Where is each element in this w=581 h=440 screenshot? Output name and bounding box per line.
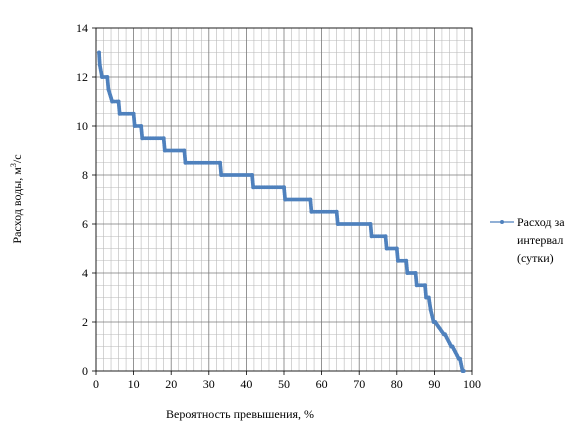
x-tick-label: 0 — [93, 377, 99, 391]
legend-label-line-1: Расход за — [517, 215, 565, 229]
legend: Расход за интервал (сутки) — [490, 215, 565, 265]
x-tick-label: 30 — [203, 377, 215, 391]
y-axis-title-sup: 3 — [9, 163, 18, 167]
y-tick-label: 0 — [82, 364, 88, 378]
x-tick-label: 90 — [428, 377, 440, 391]
x-tick-label: 80 — [391, 377, 403, 391]
legend-label-line-3: (сутки) — [517, 251, 554, 265]
x-tick-label: 40 — [240, 377, 252, 391]
y-tick-label: 4 — [82, 266, 88, 280]
y-tick-label: 14 — [76, 21, 88, 35]
x-axis-ticks: 0 10 20 30 40 50 60 70 80 90 100 — [93, 371, 481, 391]
y-tick-label: 10 — [76, 119, 88, 133]
y-tick-label: 6 — [82, 217, 88, 231]
x-axis-title: Вероятность превышения, % — [166, 407, 314, 421]
x-tick-label: 20 — [165, 377, 177, 391]
y-axis-title: Расход воды, м3/с — [9, 154, 24, 243]
y-axis-title-main: Расход воды, м — [10, 167, 24, 244]
y-tick-label: 8 — [82, 168, 88, 182]
x-tick-label: 70 — [353, 377, 365, 391]
x-tick-label: 100 — [463, 377, 481, 391]
series-layer — [97, 50, 466, 373]
x-tick-label: 60 — [316, 377, 328, 391]
series-point — [461, 369, 466, 373]
y-tick-label: 12 — [76, 70, 88, 84]
x-tick-label: 10 — [128, 377, 140, 391]
legend-series-marker — [500, 220, 504, 224]
minor-gridlines — [96, 28, 472, 371]
y-tick-label: 2 — [82, 315, 88, 329]
legend-label-line-2: интервал — [517, 233, 563, 247]
x-tick-label: 50 — [278, 377, 290, 391]
y-axis-ticks: 0 2 4 6 8 10 12 14 — [76, 21, 96, 378]
y-axis-title-tail: /с — [10, 154, 24, 163]
